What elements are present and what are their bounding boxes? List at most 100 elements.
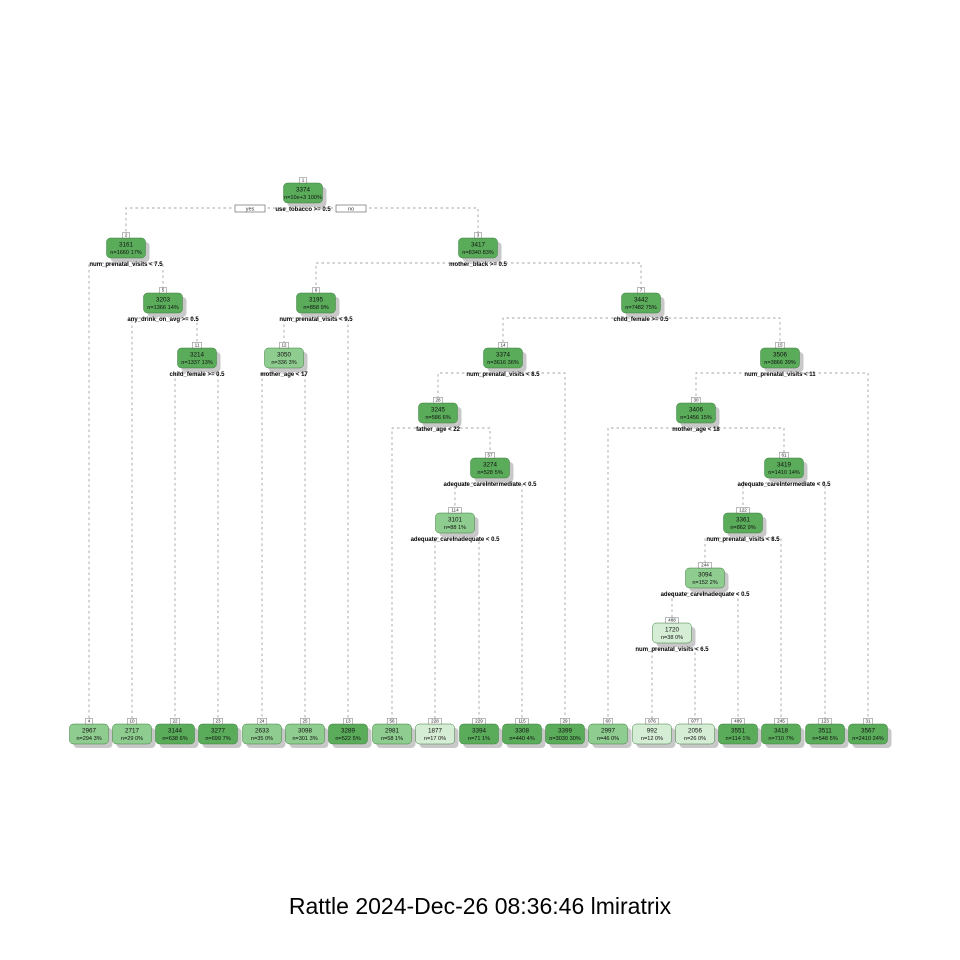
node-id: 29 — [562, 719, 568, 724]
node-id: 15 — [777, 343, 783, 348]
node-value: 3144 — [168, 728, 183, 735]
node-split-rule: adequate_careInadequate < 0.5 — [661, 592, 751, 598]
node-split-rule: mother_black >= 0.5 — [449, 262, 507, 268]
node-value: 3094 — [698, 572, 713, 579]
tree-edge-5-10 — [131, 317, 163, 720]
node-value: 3289 — [341, 728, 356, 735]
node-value: 3551 — [731, 728, 746, 735]
tree-edge-2-5 — [126, 262, 164, 289]
node-id: 6 — [315, 288, 318, 293]
node-stats: n=3030 30% — [549, 736, 581, 742]
tree-edge-244-489 — [705, 592, 739, 720]
node-value: 2997 — [601, 728, 616, 735]
node-id: 5 — [162, 288, 165, 293]
tree-edge-114-229 — [455, 537, 480, 720]
node-id: 24 — [259, 719, 265, 724]
tree-edge-30-61 — [696, 427, 785, 454]
tree-edge-28-57 — [438, 427, 491, 454]
tree-edge-6-13 — [316, 317, 349, 720]
node-id-tag — [603, 718, 614, 725]
tree-edge-2-4 — [88, 262, 126, 720]
node-id: 228 — [431, 719, 439, 724]
node-id-tag — [169, 718, 180, 725]
tree-edge-122-245 — [743, 537, 782, 720]
tree-edge-61-122 — [742, 482, 784, 509]
tree-edge-1-2 — [125, 207, 303, 234]
node-id-tag — [448, 507, 462, 514]
node-value: 3277 — [211, 728, 226, 735]
node-stats: n=522 5% — [335, 736, 360, 742]
node-id: 976 — [648, 719, 656, 724]
node-id: 488 — [668, 618, 676, 623]
node-split-rule: use_tobacco >= 0.5 — [275, 207, 331, 213]
node-stats: n=46 0% — [597, 736, 619, 742]
node-stats: n=38 0% — [661, 635, 683, 641]
tree-edge-14-29 — [503, 372, 566, 720]
node-value: 1720 — [665, 627, 680, 634]
node-value: 3511 — [818, 728, 832, 735]
node-stats: n=8340 83% — [462, 250, 494, 256]
node-id-tag — [818, 718, 832, 725]
root-no-label: no — [335, 204, 367, 213]
node-split-rule: adequate_careInadequate < 0.5 — [411, 537, 501, 543]
tree-edge-28-56 — [391, 427, 438, 720]
node-id-tag — [474, 232, 482, 239]
node-id-tag — [279, 342, 290, 349]
node-split-rule: child_female >= 0.5 — [613, 317, 669, 323]
tree-edge-488-976 — [651, 647, 672, 720]
node-id-tag — [560, 718, 571, 725]
tree-edge-7-15 — [641, 317, 781, 344]
node-value: 3406 — [689, 407, 704, 414]
root-no-text: no — [348, 207, 354, 213]
tree-edge-12-25 — [284, 372, 306, 720]
node-id-tag — [698, 562, 712, 569]
node-value: 2633 — [255, 728, 270, 735]
node-stats: n=586 6% — [425, 415, 450, 421]
node-value: 3050 — [277, 352, 292, 359]
node-id-tag — [775, 342, 786, 349]
node-stats: n=1660 17% — [110, 250, 142, 256]
node-id: 3 — [477, 233, 480, 238]
node-stats: n=699 7% — [205, 736, 230, 742]
node-id: 977 — [691, 719, 699, 724]
node-stats: n=17 0% — [424, 736, 446, 742]
node-id: 229 — [475, 719, 483, 724]
tree-edge-57-114 — [454, 482, 490, 509]
tree-edge-7-14 — [502, 317, 641, 344]
tree-edge-488-977 — [672, 647, 696, 720]
node-stats: n=528 5% — [477, 470, 502, 476]
node-value: 3161 — [119, 242, 134, 249]
tree-edge-61-123 — [784, 482, 826, 720]
node-split-rule: adequate_careIntermediate < 0.5 — [738, 482, 832, 488]
node-value: 3374 — [296, 187, 311, 194]
node-split-rule: father_age < 22 — [416, 427, 461, 433]
tree-edges — [88, 207, 869, 720]
node-value: 3101 — [448, 517, 463, 524]
node-id-tag — [665, 617, 679, 624]
tree-edge-15-31 — [780, 372, 869, 720]
node-split-rule: num_prenatal_visits < 11 — [744, 372, 816, 378]
node-value: 2056 — [688, 728, 703, 735]
node-split-rule: adequate_careIntermediate < 0.5 — [444, 482, 538, 488]
node-id-tag — [736, 507, 750, 514]
node-stats: n=2410 24% — [852, 736, 884, 742]
node-id: 7 — [640, 288, 643, 293]
node-value: 3245 — [431, 407, 446, 414]
node-id: 14 — [500, 343, 506, 348]
